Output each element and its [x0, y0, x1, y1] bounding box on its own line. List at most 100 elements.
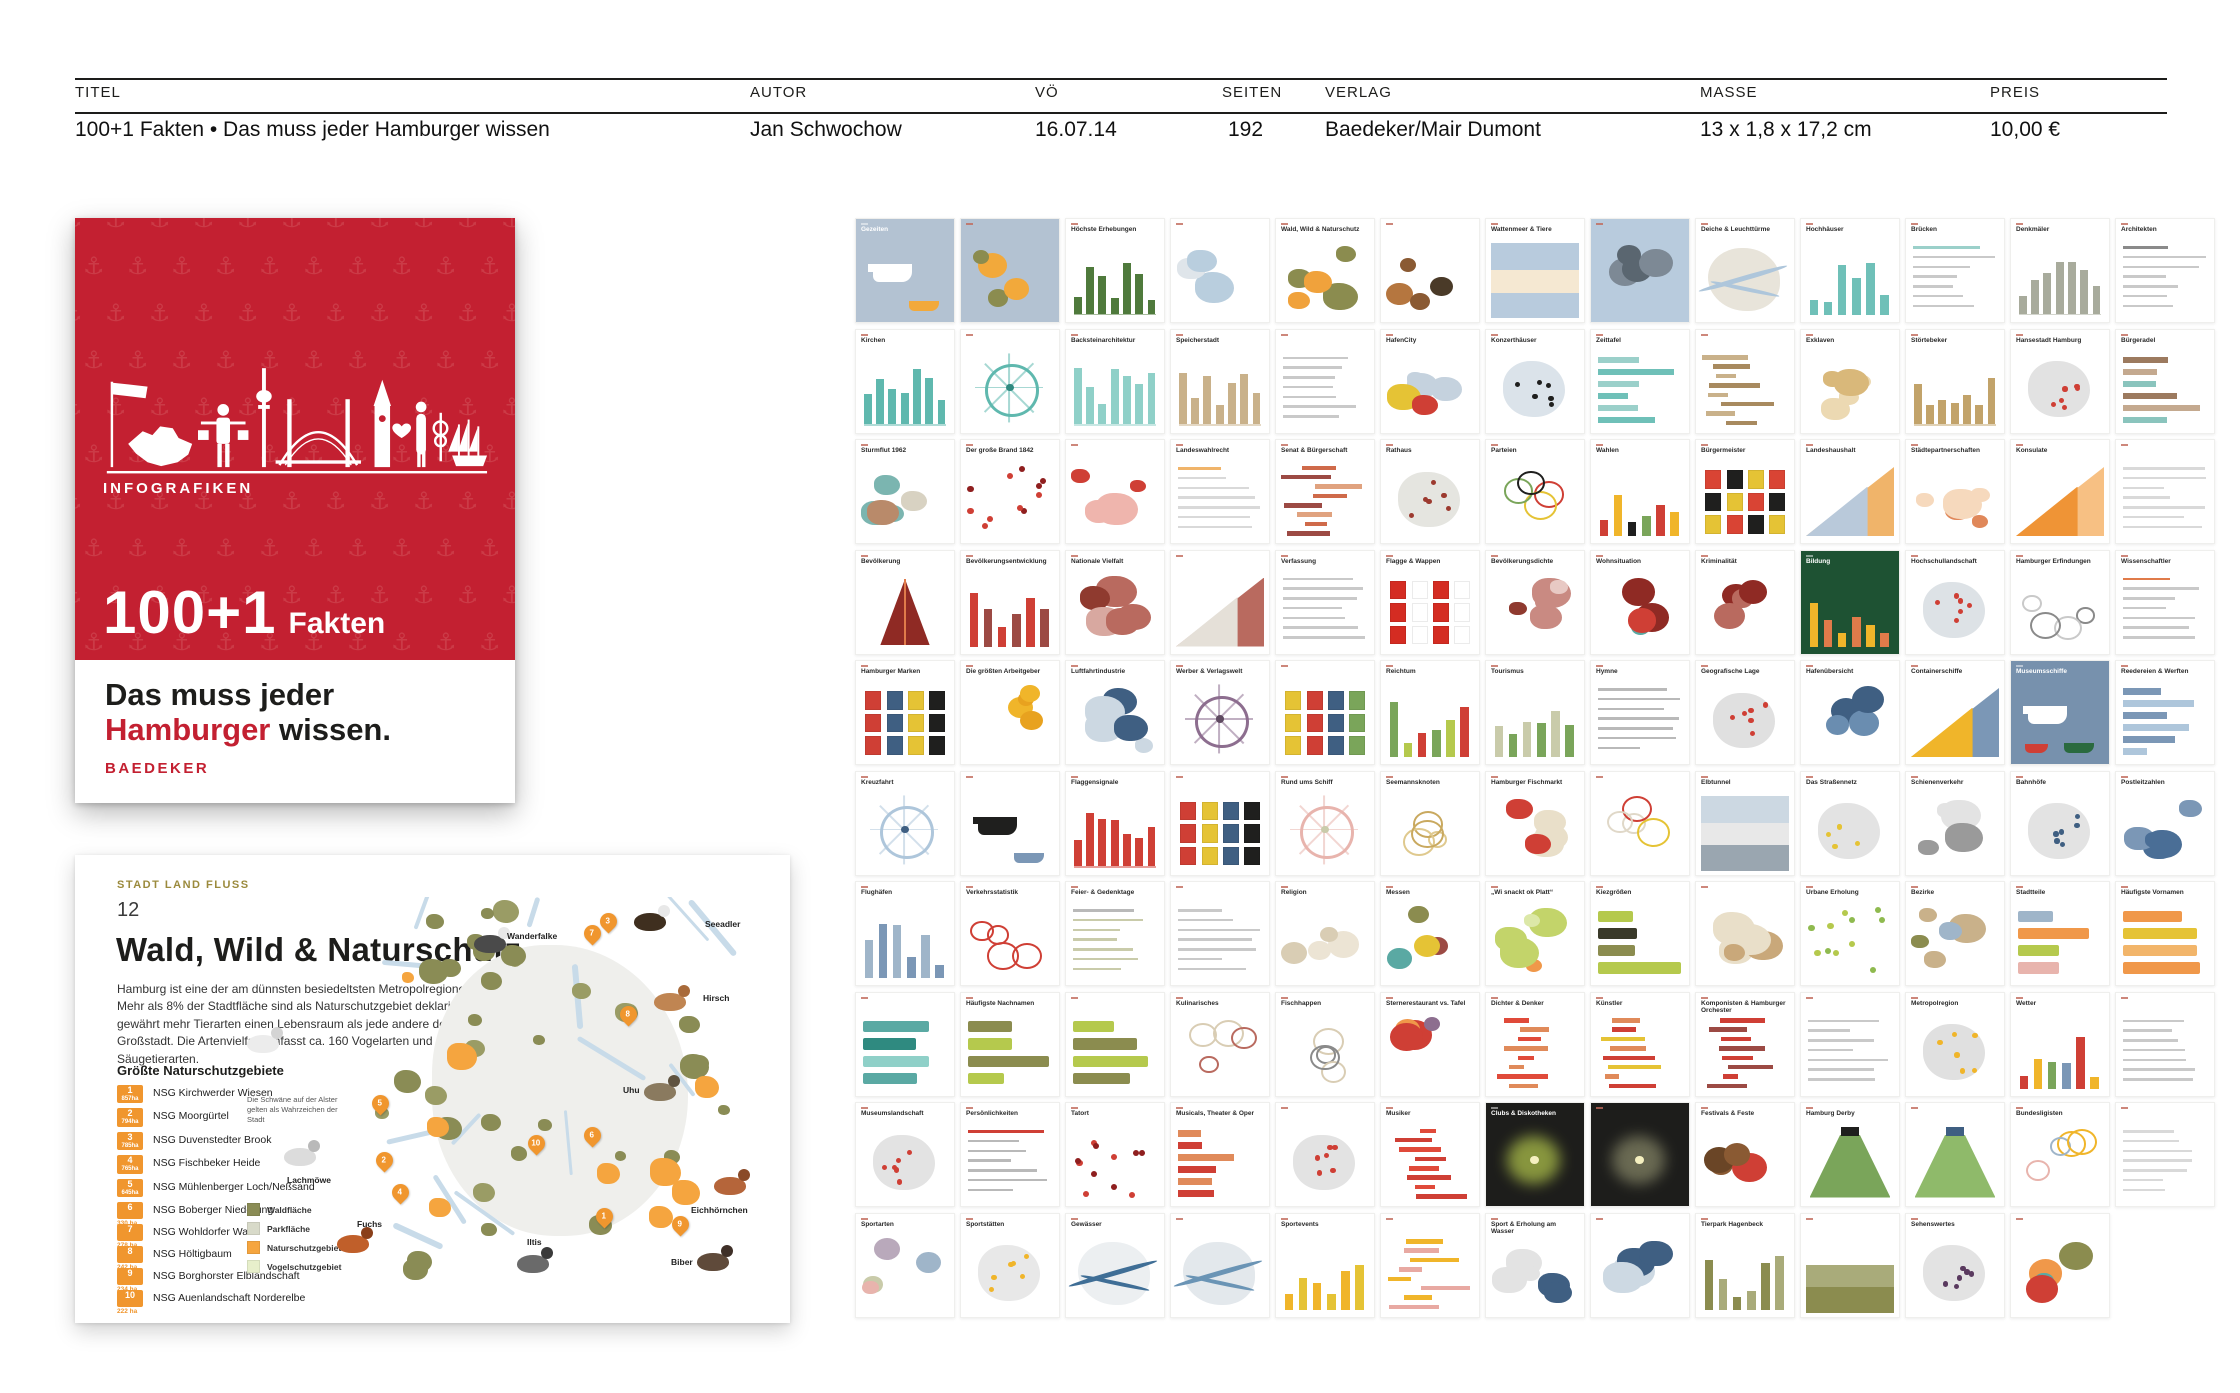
thumbnail-art [1806, 796, 1894, 871]
anchor-icon: ⚓ [435, 253, 457, 280]
thumbnail-title: Containerschiffe [1911, 668, 1963, 675]
thumbnail-art [861, 794, 949, 871]
thumbnail-art [1596, 795, 1684, 871]
thumbnail-title: Nationale Vielfalt [1071, 557, 1124, 565]
thumbnail-kicker [1806, 333, 1813, 336]
header-col-masse: MASSE 13 x 1,8 x 17,2 cm [1700, 84, 1980, 141]
thumbnail-cell: Gewässer [1065, 1212, 1165, 1318]
thumbnail-art [1386, 575, 1474, 650]
reserve-rank-badge: 5 645ha [117, 1178, 143, 1198]
thumbnail-kicker [1071, 665, 1078, 667]
nature-reserve-item: 3 785ha NSG Duvenstedter Brook [117, 1131, 347, 1151]
thumbnail-kicker [1701, 444, 1708, 446]
thumbnail-kicker [1701, 665, 1708, 667]
thumbnail-title: Bevölkerung [861, 557, 901, 565]
thumbnail-title: Künstler [1596, 999, 1623, 1007]
thumbnail-kicker [2121, 886, 2128, 888]
thumbnail-kicker [1491, 444, 1498, 446]
thumbnail-art [1806, 464, 1894, 539]
thumbnail-cell [2115, 1102, 2215, 1207]
thumbnail-kicker [1911, 444, 1918, 446]
anchor-icon: ⚓ [105, 582, 127, 609]
legend-swatch [247, 1260, 260, 1273]
thumbnail-cell: Metropolregion [1905, 991, 2005, 1097]
thumbnail-kicker [1596, 886, 1603, 888]
thumbnail-art [2121, 796, 2209, 871]
thumbnail-cell: Nationale Vielfalt [1065, 549, 1165, 655]
reserve-size: 330 ha [117, 1220, 137, 1227]
thumbnail-cell: Tatort [1065, 1102, 1165, 1207]
thumbnail-art [1491, 464, 1579, 539]
thumbnail-art [2016, 575, 2104, 650]
thumbnail-art [2121, 243, 2209, 318]
thumbnail-cell: Bundesligisten [2010, 1102, 2110, 1207]
thumbnail-kicker [1491, 333, 1498, 336]
reserve-rank-badge: 4 765ha [117, 1155, 143, 1174]
thumbnail-art [1701, 1017, 1789, 1092]
thumbnail-kicker [861, 1107, 868, 1109]
thumbnail-art [2016, 906, 2104, 981]
anchor-icon: ⚓ [479, 253, 501, 280]
thumbnail-cell: Landeswahlrecht [1170, 439, 1270, 544]
thumbnail-title: Die größten Arbeitgeber [966, 668, 1041, 675]
header-col-autor: AUTOR Jan Schwochow [750, 84, 1020, 141]
anchor-icon: ⚓ [325, 300, 347, 327]
anchor-icon: ⚓ [237, 218, 259, 233]
thumbnail-art [2121, 575, 2209, 650]
thumbnail-cell: Gezeiten [855, 218, 955, 323]
anchor-icon: ⚓ [105, 488, 127, 515]
anchor-icon: ⚓ [149, 488, 171, 515]
thumbnail-title: Postleitzahlen [2121, 778, 2165, 786]
thumbnail-cell [1275, 1102, 1375, 1207]
thumbnail-kicker [1491, 996, 1498, 999]
thumbnail-cell: Containerschiffe [1905, 660, 2005, 765]
thumbnail-cell: Landeshaushalt [1800, 439, 1900, 544]
thumbnail-kicker [2016, 886, 2023, 888]
thumbnail-cell: Bevölkerungsentwicklung [960, 549, 1060, 655]
thumbnail-cell: Speicherstadt [1170, 328, 1270, 434]
nature-reserve-item: 4 765ha NSG Fischbeker Heide [117, 1155, 347, 1174]
animal-label: Seeadler [705, 919, 741, 929]
forest-patch [481, 1113, 502, 1131]
thumbnail-kicker [1176, 665, 1183, 667]
col-label-preis: PREIS [1990, 84, 2041, 101]
thumbnail-title: Landeshaushalt [1806, 447, 1856, 454]
reserve-rank-badge: 1 857ha [117, 1085, 143, 1104]
thumbnail-art [1176, 575, 1264, 650]
anchor-icon: ⚓ [281, 394, 303, 421]
thumbnail-kicker [1386, 996, 1393, 999]
thumbnail-cell [1695, 328, 1795, 434]
thumbnail-kicker [1176, 1107, 1183, 1109]
thumbnail-art [1491, 796, 1579, 871]
col-value-seiten: 192 [1228, 118, 1264, 141]
thumbnail-kicker [861, 1217, 868, 1220]
legend-item: Waldfläche [247, 1203, 341, 1216]
thumbnail-title: Verfassung [1281, 557, 1317, 565]
thumbnail-title: Dichter & Denker [1491, 999, 1544, 1007]
thumbnail-title: Hamburger Fischmarkt [1491, 778, 1563, 786]
reserve-patch [596, 1163, 620, 1184]
thumbnail-art [1071, 243, 1159, 318]
nature-reserve-item: 7278 ha NSG Wohldorfer Wald [117, 1224, 347, 1249]
anchor-icon: ⚓ [259, 347, 281, 374]
anchor-icon: ⚓ [215, 629, 237, 656]
thumbnail-cell [960, 328, 1060, 434]
animal-illustration [693, 1243, 735, 1273]
thumbnail-kicker [1176, 775, 1183, 778]
thumbnail-title: Kriminalität [1701, 557, 1737, 565]
thumbnail-art [1281, 1017, 1369, 1092]
thumbnail-kicker [2121, 223, 2128, 225]
thumbnail-art [861, 243, 949, 318]
thumbnail-art [1806, 906, 1894, 981]
thumbnail-cell: „Wi snackt ok Platt“ [1485, 881, 1585, 986]
anchor-icon: ⚓ [479, 347, 501, 374]
thumbnail-art [1067, 1238, 1159, 1313]
thumbnail-art [1386, 354, 1474, 429]
nature-reserve-item: 2 794ha NSG Moorgürtel [117, 1108, 347, 1127]
sample-kicker: STADT LAND FLUSS [117, 879, 250, 891]
thumbnail-title: Sternerestaurant vs. Tafel [1386, 999, 1466, 1007]
thumbnail-title: Rathaus [1386, 447, 1412, 454]
thumbnail-art [1386, 464, 1474, 539]
thumbnail-cell: Reedereien & Werften [2115, 660, 2215, 765]
thumbnail-kicker [1911, 554, 1918, 557]
